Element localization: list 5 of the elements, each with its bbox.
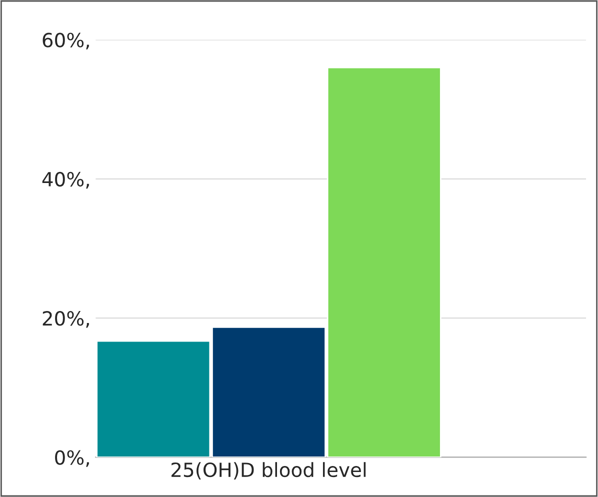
y-tick-label: 40%,	[42, 172, 89, 189]
y-tick-label: 0%,	[55, 450, 89, 467]
x-tick-label: 25(OH)D blood level	[172, 462, 366, 480]
y-tick-label: 20%,	[42, 311, 89, 328]
y-tick-label: 60%,	[42, 32, 89, 50]
